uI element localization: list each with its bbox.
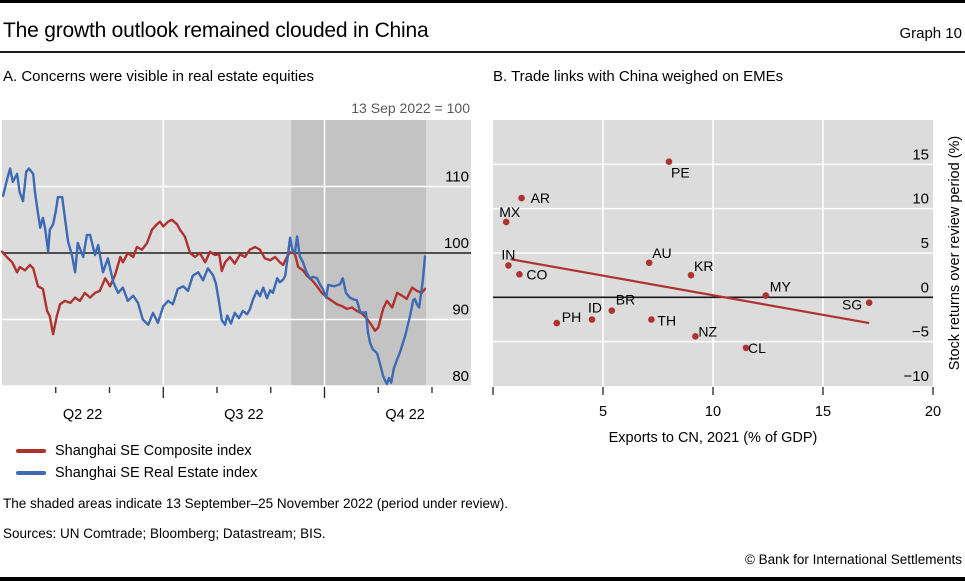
panel-b-y-tick-label: 5 [921,235,929,252]
scatter-point-label-my: MY [770,279,792,295]
panel-b-trend-line [510,258,870,325]
panel-b-title: B. Trade links with China weighed on EME… [493,68,784,85]
panel-b-y-tick-label: −5 [912,324,929,341]
scatter-point-label-th: TH [657,313,676,329]
legend-swatch-composite [16,449,46,453]
panel-b-y-tick-label: −10 [904,368,929,385]
bottom-rule-bar [0,577,965,581]
scatter-point-label-sg: SG [842,297,862,313]
panel-b-x-tick-label: 5 [599,404,607,420]
scatter-point-pe [665,158,673,165]
panel-a-y-tick-label: 100 [444,235,469,252]
series-line-shanghai-composite [0,218,427,336]
scatter-point-sg [865,299,873,306]
scatter-point-ph [553,319,561,327]
scatter-point-br [608,307,616,314]
legend-label-real-estate: Shanghai SE Real Estate index [55,465,258,481]
scatter-point-label-au: AU [652,245,671,261]
panel-a-x-tick-label: Q4 22 [385,407,425,423]
scatter-point-id [588,316,596,323]
panel-a-y-tick-label: 80 [452,368,469,385]
scatter-point-label-cl: CL [748,340,766,356]
scatter-point-label-ar: AR [531,190,550,206]
panel-a-legend: Shanghai SE Composite index Shanghai SE … [16,440,257,484]
panel-b-x-axis-title: Exports to CN, 2021 (% of GDP) [608,430,818,446]
series-line-shanghai-real-estate [1,167,427,386]
legend-item-real-estate: Shanghai SE Real Estate index [16,462,257,484]
scatter-point-in [505,262,512,269]
scatter-point-nz [692,333,699,340]
panel-b-x-tick-label: 10 [705,404,721,420]
scatter-point-ar [518,194,525,202]
legend-item-composite: Shanghai SE Composite index [16,440,257,462]
footnote-sources: Sources: UN Comtrade; Bloomberg; Datastr… [3,526,326,541]
panel-a-y-tick-label: 110 [445,169,469,186]
legend-label-composite: Shanghai SE Composite index [55,443,252,459]
scatter-point-label-in: IN [501,246,515,262]
scatter-point-mx [502,218,510,226]
scatter-point-label-kr: KR [694,258,713,274]
scatter-point-label-br: BR [616,292,635,308]
scatter-point-label-co: CO [526,266,547,282]
page-title: The growth outlook remained clouded in C… [3,19,429,42]
panel-a-x-tick-label: Q3 22 [224,407,264,423]
scatter-point-label-pe: PE [671,165,690,181]
panel-a-index-note: 13 Sep 2022 = 100 [351,100,470,116]
scatter-point-label-mx: MX [499,204,521,220]
scatter-point-kr [687,271,695,279]
scatter-point-co [516,270,523,278]
panel-a-y-tick-label: 90 [452,302,469,319]
panel-a-x-tick-label: Q2 22 [63,407,103,423]
scatter-point-label-nz: NZ [698,323,717,339]
panel-a-title: A. Concerns were visible in real estate … [3,68,314,85]
panel-b-x-tick-label: 20 [925,404,941,420]
scatter-point-cl [742,344,750,352]
graph-number-label: Graph 10 [899,25,962,42]
panel-b-y-axis-title: Stock returns over review period (%) [947,135,963,371]
legend-swatch-real-estate [16,471,46,475]
scatter-point-au [645,259,653,267]
panel-b-y-tick-label: 15 [912,146,929,163]
scatter-point-label-ph: PH [562,309,581,325]
scatter-point-my [762,292,770,299]
panel-b-y-tick-label: 10 [912,191,929,208]
copyright-notice: © Bank for International Settlements [744,552,962,567]
panel-b-y-tick-label: 0 [921,279,929,296]
footnote-shaded-areas: The shaded areas indicate 13 September–2… [3,496,509,511]
scatter-point-th [648,316,655,323]
scatter-point-label-id: ID [588,300,602,316]
title-divider [0,51,965,53]
top-rule-bar [0,0,965,3]
panel-b-x-tick-label: 15 [815,404,831,420]
